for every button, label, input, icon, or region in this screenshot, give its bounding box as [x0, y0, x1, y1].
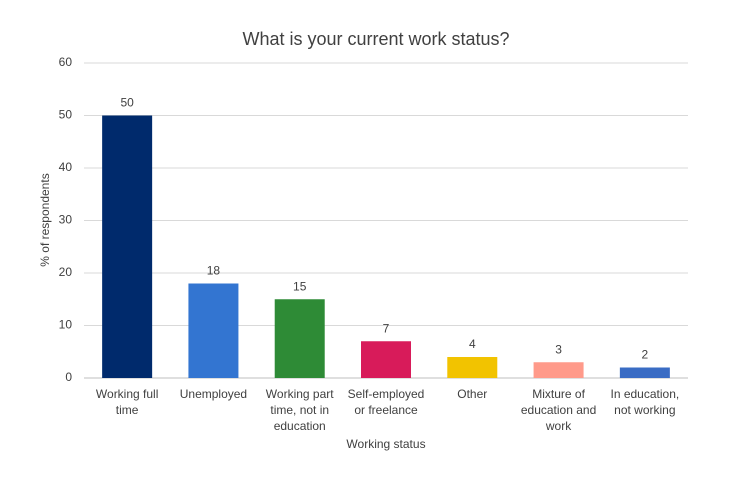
x-tick-label: Self-employed or freelance	[348, 387, 425, 417]
bar	[361, 341, 411, 378]
x-tick-label: In education, not working	[610, 387, 679, 417]
bar	[447, 357, 498, 378]
x-tick-label: Working full time	[96, 387, 158, 417]
y-tick-label: 20	[59, 265, 73, 279]
y-tick-label: 10	[59, 318, 73, 332]
chart-title: What is your current work status?	[242, 29, 509, 49]
bar	[533, 362, 584, 378]
data-label: 18	[207, 264, 221, 278]
y-tick-label: 40	[59, 160, 73, 174]
bar	[102, 115, 153, 378]
data-label: 15	[293, 279, 307, 293]
y-axis-label: % of respondents	[38, 173, 52, 266]
x-tick-label: Other	[457, 387, 487, 401]
data-label: 7	[383, 321, 390, 335]
y-tick-label: 50	[59, 108, 73, 122]
y-tick-label: 0	[65, 370, 72, 384]
y-tick-label: 60	[59, 55, 73, 69]
y-tick-label: 30	[59, 213, 73, 227]
x-tick-label: Working part time, not in education	[266, 387, 334, 433]
data-label: 2	[642, 348, 649, 362]
x-tick-label: Unemployed	[180, 387, 247, 401]
bar	[188, 283, 239, 378]
x-tick-label: Mixture of education and work	[521, 387, 596, 433]
data-label: 4	[469, 337, 476, 351]
data-label: 3	[555, 342, 562, 356]
data-label: 50	[120, 96, 134, 110]
x-axis-label: Working status	[346, 437, 425, 451]
bar	[274, 299, 325, 378]
bar	[619, 367, 670, 378]
